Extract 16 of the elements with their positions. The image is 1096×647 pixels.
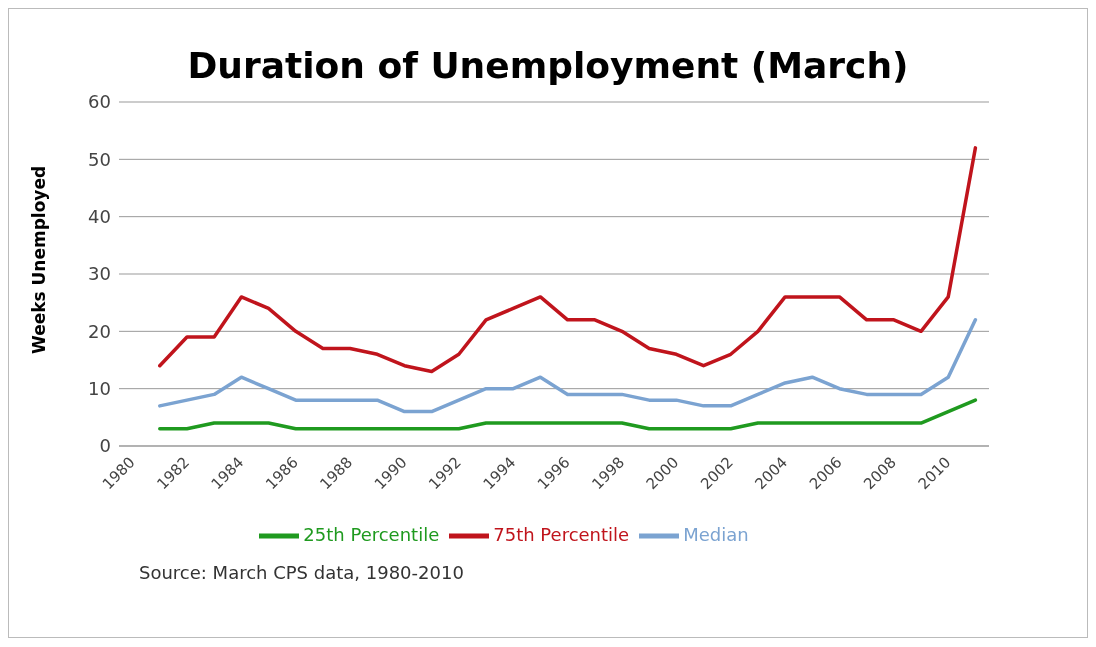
legend-label: 75th Percentile — [493, 524, 630, 545]
y-axis-title: Weeks Unemployed — [29, 165, 50, 354]
legend-label: 25th Percentile — [303, 524, 440, 545]
source-note: Source: March CPS data, 1980-2010 — [139, 562, 465, 583]
legend-label: Median — [683, 524, 749, 545]
y-tick-label: 20 — [88, 320, 111, 342]
y-tick-label: 30 — [88, 263, 111, 285]
chart-title: Duration of Unemployment (March) — [186, 45, 910, 86]
line-series — [158, 318, 978, 414]
line-series — [158, 398, 978, 431]
y-tick-label: 60 — [88, 91, 111, 113]
y-tick-label: 0 — [99, 435, 111, 457]
y-tick-label: 40 — [88, 206, 111, 228]
y-tick-label: 50 — [88, 148, 111, 170]
line-series — [158, 146, 978, 374]
y-tick-label: 10 — [88, 378, 111, 400]
